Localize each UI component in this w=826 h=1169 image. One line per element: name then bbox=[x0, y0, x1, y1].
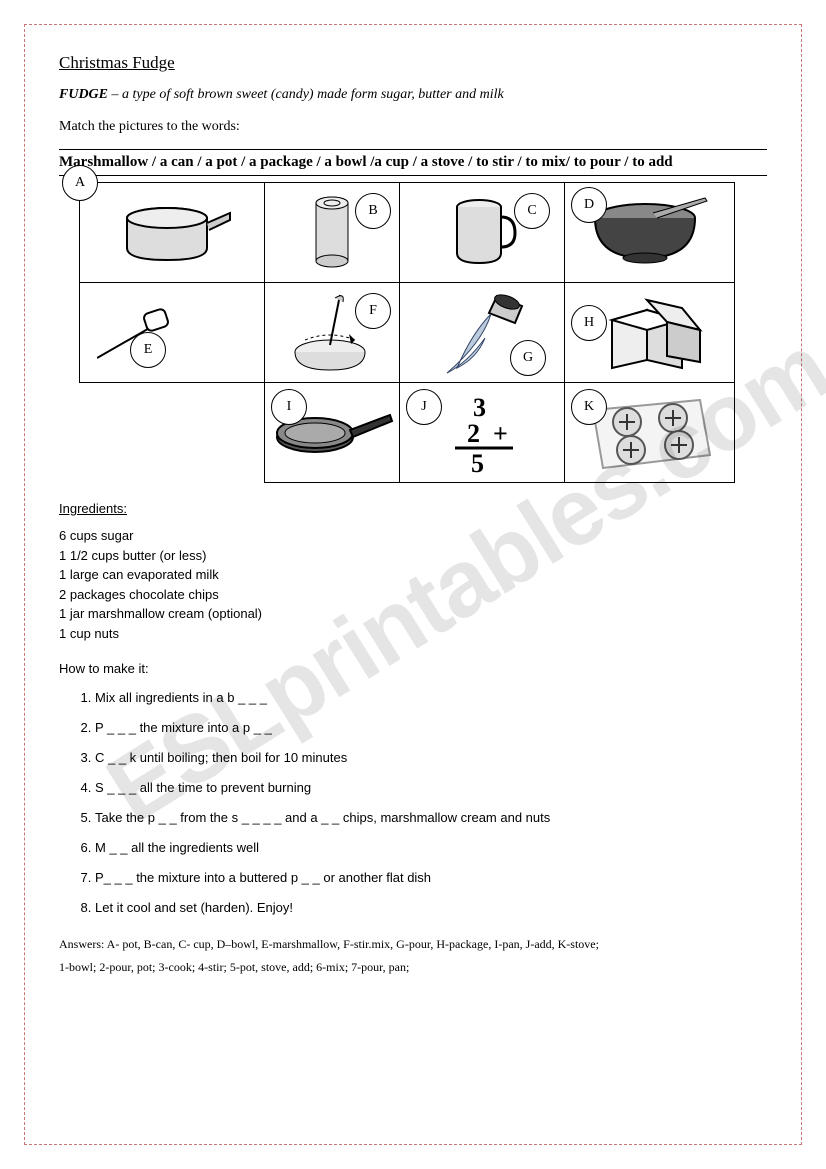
svg-text:3: 3 bbox=[473, 393, 486, 422]
ingredient-item: 1 large can evaporated milk bbox=[59, 565, 767, 585]
picture-grid-wrap: A B C D E bbox=[59, 182, 767, 483]
definition-line: FUDGE – a type of soft brown sweet (cand… bbox=[59, 87, 767, 103]
howto-heading: How to make it: bbox=[59, 661, 767, 676]
letter-i: I bbox=[271, 389, 307, 425]
cell-c: C bbox=[400, 183, 565, 283]
pot-icon bbox=[112, 198, 232, 268]
cell-k: K bbox=[565, 383, 735, 483]
step-item: Take the p _ _ from the s _ _ _ _ and a … bbox=[95, 810, 767, 825]
letter-b: B bbox=[355, 193, 391, 229]
letter-g: G bbox=[510, 340, 546, 376]
answers-line-2: 1-bowl; 2-pour, pot; 3-cook; 4-stir; 5-p… bbox=[59, 956, 767, 979]
cell-e: E bbox=[80, 283, 265, 383]
ingredients-heading: Ingredients: bbox=[59, 501, 767, 516]
definition-term: FUDGE bbox=[59, 87, 108, 102]
ingredients-list: 6 cups sugar 1 1/2 cups butter (or less)… bbox=[59, 526, 767, 643]
step-item: P_ _ _ the mixture into a buttered p _ _… bbox=[95, 870, 767, 885]
ingredient-item: 6 cups sugar bbox=[59, 526, 767, 546]
answers-line-1: Answers: A- pot, B-can, C- cup, D–bowl, … bbox=[59, 933, 767, 956]
cell-g: G bbox=[400, 283, 565, 383]
cell-b: B bbox=[265, 183, 400, 283]
cell-empty bbox=[80, 383, 265, 483]
package-icon bbox=[592, 290, 707, 375]
cell-j: J 32 +5 bbox=[400, 383, 565, 483]
definition-text: – a type of soft brown sweet (candy) mad… bbox=[108, 87, 504, 102]
svg-text:+: + bbox=[493, 419, 508, 448]
add-icon: 32 +5 bbox=[435, 390, 530, 475]
page-frame: Christmas Fudge FUDGE – a type of soft b… bbox=[24, 24, 802, 1145]
letter-f: F bbox=[355, 293, 391, 329]
letter-c: C bbox=[514, 193, 550, 229]
match-instruction: Match the pictures to the words: bbox=[59, 119, 767, 135]
letter-h: H bbox=[571, 305, 607, 341]
cell-h: H bbox=[565, 283, 735, 383]
ingredient-item: 1 1/2 cups butter (or less) bbox=[59, 546, 767, 566]
step-item: P _ _ _ the mixture into a p _ _ bbox=[95, 720, 767, 735]
letter-k: K bbox=[571, 389, 607, 425]
can-icon bbox=[307, 193, 357, 273]
ingredient-item: 2 packages chocolate chips bbox=[59, 585, 767, 605]
letter-d: D bbox=[571, 187, 607, 223]
marshmallow-icon bbox=[97, 303, 247, 363]
ingredient-item: 1 jar marshmallow cream (optional) bbox=[59, 604, 767, 624]
letter-a: A bbox=[62, 165, 98, 201]
letter-j: J bbox=[406, 389, 442, 425]
page-title: Christmas Fudge bbox=[59, 53, 767, 73]
svg-text:5: 5 bbox=[471, 449, 484, 475]
letter-e: E bbox=[130, 332, 166, 368]
answers-block: Answers: A- pot, B-can, C- cup, D–bowl, … bbox=[59, 933, 767, 979]
word-bank: Marshmallow / a can / a pot / a package … bbox=[59, 149, 767, 176]
picture-grid: A B C D E bbox=[79, 182, 735, 483]
cell-d: D bbox=[565, 183, 735, 283]
cell-a: A bbox=[80, 183, 265, 283]
step-item: Mix all ingredients in a b _ _ _ bbox=[95, 690, 767, 705]
steps-list: Mix all ingredients in a b _ _ _ P _ _ _… bbox=[59, 690, 767, 915]
ingredient-item: 1 cup nuts bbox=[59, 624, 767, 644]
step-item: S _ _ _ all the time to prevent burning bbox=[95, 780, 767, 795]
step-item: C _ _ k until boiling; then boil for 10 … bbox=[95, 750, 767, 765]
step-item: Let it cool and set (harden). Enjoy! bbox=[95, 900, 767, 915]
svg-text:2: 2 bbox=[467, 419, 480, 448]
step-item: M _ _ all the ingredients well bbox=[95, 840, 767, 855]
cup-icon bbox=[447, 195, 517, 270]
cell-f: F bbox=[265, 283, 400, 383]
cell-i: I bbox=[265, 383, 400, 483]
